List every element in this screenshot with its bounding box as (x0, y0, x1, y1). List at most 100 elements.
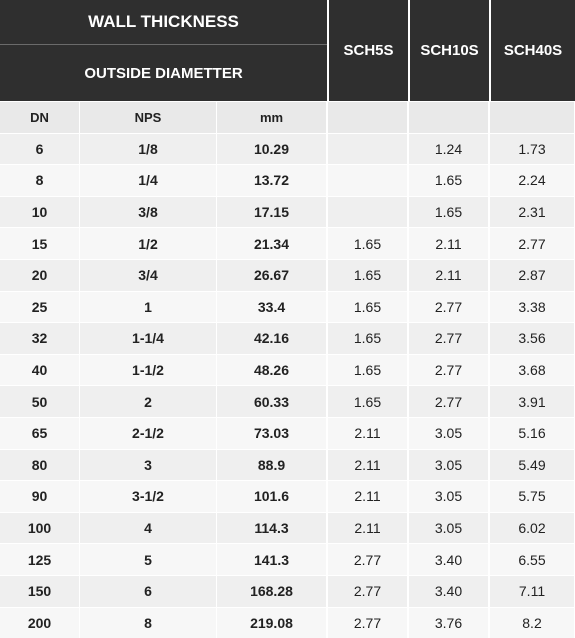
nps-cell: 1 (80, 291, 217, 323)
sch10s-cell: 3.05 (408, 480, 489, 512)
sch10s-cell: 2.77 (408, 385, 489, 417)
mm-cell: 141.3 (217, 543, 327, 575)
nps-cell: 8 (80, 607, 217, 638)
dn-cell: 65 (0, 417, 80, 449)
mm-cell: 33.4 (217, 291, 327, 323)
sch5s-cell: 1.65 (327, 227, 408, 259)
empty-cell (489, 101, 575, 133)
sch10s-cell: 3.05 (408, 417, 489, 449)
mm-cell: 73.03 (217, 417, 327, 449)
sch40s-cell: 2.31 (489, 196, 575, 228)
dn-cell: 100 (0, 512, 80, 544)
sch10s-cell: 3.40 (408, 575, 489, 607)
sch10s-cell: 2.77 (408, 354, 489, 386)
outside-diameter-heading: OUTSIDE DIAMETTER (0, 45, 327, 101)
sch10s-cell: 3.76 (408, 607, 489, 638)
nps-cell: 2 (80, 385, 217, 417)
sch5s-cell: 2.11 (327, 512, 408, 544)
mm-cell: 219.08 (217, 607, 327, 638)
sch10s-cell: 2.11 (408, 227, 489, 259)
dn-cell: 90 (0, 480, 80, 512)
sch5s-cell (327, 196, 408, 228)
mm-cell: 101.6 (217, 480, 327, 512)
mm-cell: 114.3 (217, 512, 327, 544)
sch5s-cell: 2.11 (327, 449, 408, 481)
pipe-schedule-table-container: WALL THICKNESS SCH5S SCH10S SCH40S OUTSI… (0, 0, 575, 597)
sch5s-cell: 1.65 (327, 385, 408, 417)
mm-cell: 26.67 (217, 259, 327, 291)
sch5s-cell: 1.65 (327, 354, 408, 386)
mm-cell: 48.26 (217, 354, 327, 386)
sch10s-cell: 2.11 (408, 259, 489, 291)
dn-cell: 10 (0, 196, 80, 228)
nps-cell: 1/4 (80, 164, 217, 196)
sch5s-cell: 2.11 (327, 417, 408, 449)
dn-cell: 80 (0, 449, 80, 481)
sch5s-header: SCH5S (327, 0, 408, 101)
sch40s-cell: 7.11 (489, 575, 575, 607)
units-row: DN NPS mm (0, 101, 575, 133)
mm-cell: 60.33 (217, 385, 327, 417)
dn-cell: 150 (0, 575, 80, 607)
wall-thickness-heading: WALL THICKNESS (0, 0, 327, 45)
sch5s-cell: 1.65 (327, 322, 408, 354)
sch5s-cell: 2.11 (327, 480, 408, 512)
sch10s-cell: 3.05 (408, 449, 489, 481)
nps-cell: 4 (80, 512, 217, 544)
dn-cell: 125 (0, 543, 80, 575)
nps-column-header: NPS (80, 101, 217, 133)
sch40s-cell: 2.87 (489, 259, 575, 291)
sch40s-cell: 5.75 (489, 480, 575, 512)
nps-cell: 3-1/2 (80, 480, 217, 512)
dn-cell: 6 (0, 133, 80, 165)
nps-cell: 6 (80, 575, 217, 607)
dn-cell: 50 (0, 385, 80, 417)
nps-cell: 2-1/2 (80, 417, 217, 449)
nps-cell: 1-1/4 (80, 322, 217, 354)
sch10s-cell: 1.24 (408, 133, 489, 165)
sch5s-cell: 1.65 (327, 259, 408, 291)
dn-column-header: DN (0, 101, 80, 133)
sch40s-cell: 6.55 (489, 543, 575, 575)
mm-cell: 88.9 (217, 449, 327, 481)
sch10s-cell: 2.77 (408, 291, 489, 323)
sch10s-cell: 1.65 (408, 164, 489, 196)
dn-cell: 25 (0, 291, 80, 323)
sch40s-cell: 2.77 (489, 227, 575, 259)
sch40s-cell: 3.56 (489, 322, 575, 354)
nps-cell: 1/8 (80, 133, 217, 165)
sch40s-cell: 5.49 (489, 449, 575, 481)
sch40s-cell: 1.73 (489, 133, 575, 165)
sch40s-cell: 5.16 (489, 417, 575, 449)
sch40s-cell: 3.68 (489, 354, 575, 386)
sch40s-cell: 2.24 (489, 164, 575, 196)
sch10s-header: SCH10S (408, 0, 489, 101)
sch5s-cell (327, 133, 408, 165)
sch40s-cell: 3.38 (489, 291, 575, 323)
nps-cell: 1/2 (80, 227, 217, 259)
sch10s-cell: 2.77 (408, 322, 489, 354)
table-header: WALL THICKNESS SCH5S SCH10S SCH40S OUTSI… (0, 0, 575, 101)
nps-cell: 3 (80, 449, 217, 481)
nps-cell: 1-1/2 (80, 354, 217, 386)
sch5s-cell: 1.65 (327, 291, 408, 323)
dn-cell: 8 (0, 164, 80, 196)
dn-cell: 32 (0, 322, 80, 354)
sch40s-cell: 6.02 (489, 512, 575, 544)
sch40s-header: SCH40S (489, 0, 575, 101)
